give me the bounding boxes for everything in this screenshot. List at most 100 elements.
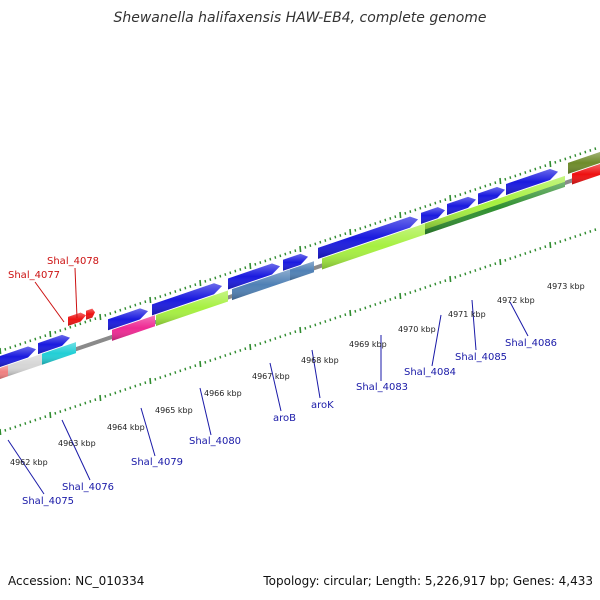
gene-label-shal-4079[interactable]: Shal_4079 <box>131 457 183 468</box>
ruler-tick <box>169 372 172 376</box>
ruler-tick <box>69 406 72 410</box>
ruler-tick <box>589 148 592 152</box>
leader-line <box>269 362 282 412</box>
ruler-tick <box>164 374 167 378</box>
ruler-tick <box>254 343 257 347</box>
ruler-tick <box>514 174 517 178</box>
ruler-tick <box>454 194 457 198</box>
ruler-tick <box>204 279 207 283</box>
ruler-tick <box>114 391 117 395</box>
ruler-tick <box>264 340 267 344</box>
ruler-tick <box>404 292 407 296</box>
ruler-tick <box>359 227 362 231</box>
ruler-tick <box>569 155 572 159</box>
ruler-tick <box>474 188 477 191</box>
ruler-tick <box>119 389 122 393</box>
gene-arob <box>232 269 290 301</box>
ruler-tick <box>289 331 292 335</box>
ruler-tick <box>449 194 452 202</box>
ruler-tick <box>189 284 192 288</box>
ruler-tick <box>504 177 507 181</box>
ruler-tick <box>69 325 72 329</box>
gene-label-arob[interactable]: aroB <box>273 413 296 424</box>
gene-cds-c <box>108 308 148 331</box>
gene-cds-i <box>447 196 476 216</box>
gene-cds-i-shade <box>447 196 476 216</box>
ruler-tick <box>339 314 342 318</box>
ruler-tick <box>199 279 202 287</box>
ruler-tick <box>124 388 127 391</box>
ruler-tick <box>574 235 577 238</box>
ruler-tick <box>434 282 437 286</box>
gene-shal-4078 <box>86 308 95 320</box>
ruler-tick <box>459 193 462 197</box>
ruler-tick <box>424 205 427 208</box>
gene-label-shal-4084[interactable]: Shal_4084 <box>404 367 456 378</box>
ruler-tick <box>149 377 152 385</box>
gene-cds-a-shade <box>0 346 36 367</box>
tick-label-4967: 4967 kbp <box>252 372 290 381</box>
gene-label-shal-4076[interactable]: Shal_4076 <box>62 482 114 493</box>
ruler-tick <box>309 244 312 248</box>
ruler-tick <box>429 203 432 207</box>
ruler-tick <box>544 245 547 249</box>
ruler-tick <box>164 293 167 297</box>
ruler-tick <box>59 329 62 333</box>
ruler-tick <box>244 347 247 351</box>
ruler-tick <box>509 257 512 261</box>
tick-label-4966: 4966 kbp <box>204 389 242 398</box>
gene-label-shal-4086[interactable]: Shal_4086 <box>505 338 557 349</box>
ruler-tick <box>419 206 422 210</box>
ruler-tick <box>524 252 527 255</box>
ruler-tick <box>224 273 227 276</box>
ruler-tick <box>0 347 2 355</box>
ruler-tick <box>384 218 387 222</box>
gene-label-shal-4078[interactable]: Shal_4078 <box>47 256 99 267</box>
ruler-tick <box>179 369 182 373</box>
gene-gray-shade <box>8 353 42 377</box>
leader-line <box>61 419 91 481</box>
ruler-tick <box>39 335 42 339</box>
leader-line <box>140 407 156 457</box>
ruler-tick <box>439 199 442 203</box>
ruler-tick <box>289 250 292 254</box>
ruler-tick <box>54 330 57 334</box>
ruler-tick <box>4 347 7 351</box>
tick-label-4968: 4968 kbp <box>301 356 339 365</box>
ruler-tick <box>359 308 362 312</box>
tick-label-4971: 4971 kbp <box>448 310 486 319</box>
gene-label-shal-4075[interactable]: Shal_4075 <box>22 496 74 507</box>
ruler-tick <box>449 275 452 283</box>
ruler-tick <box>99 313 102 321</box>
gene-label-shal-4077[interactable]: Shal_4077 <box>8 270 60 281</box>
gene-cds-h-shade <box>421 207 445 224</box>
ruler-tick <box>444 198 447 202</box>
ruler-tick <box>549 241 552 249</box>
ruler-tick <box>404 211 407 215</box>
ruler-tick <box>589 229 592 233</box>
gene-label-shal-4083[interactable]: Shal_4083 <box>356 382 408 393</box>
gene-label-arok[interactable]: aroK <box>311 400 334 411</box>
ruler-tick <box>154 377 157 381</box>
gene-dark-green <box>425 181 565 235</box>
ruler-tick <box>184 367 187 371</box>
ruler-tick <box>34 337 37 341</box>
ruler-tick <box>84 320 87 324</box>
gene-label-shal-4085[interactable]: Shal_4085 <box>455 352 507 363</box>
ruler-tick <box>119 308 122 312</box>
gene-cds-k <box>506 169 558 195</box>
ruler-tick <box>564 238 567 242</box>
gene-label-shal-4080[interactable]: Shal_4080 <box>189 436 241 447</box>
gene-cds-h <box>421 207 445 224</box>
ruler-tick <box>549 160 552 168</box>
ruler-tick <box>184 286 187 290</box>
gene-cyan <box>42 342 76 365</box>
ruler-tick <box>534 167 537 171</box>
leader-line <box>199 387 212 436</box>
ruler-tick <box>564 157 567 161</box>
ruler-tick <box>369 223 372 227</box>
ruler-tick <box>9 427 12 431</box>
ruler-tick <box>329 237 332 241</box>
leader-line <box>311 349 321 399</box>
ruler-tick <box>554 241 557 245</box>
